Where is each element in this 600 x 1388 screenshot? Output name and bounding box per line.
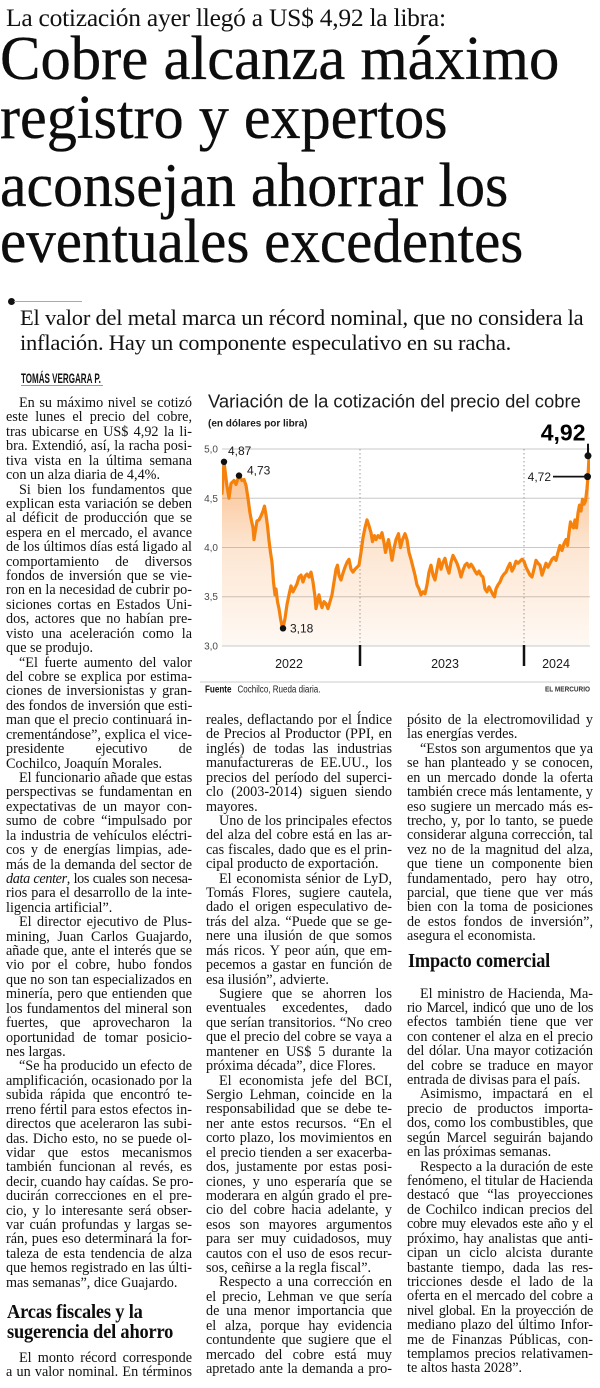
svg-text:4,72: 4,72 <box>528 470 552 484</box>
svg-text:(en dólares por libra): (en dólares por libra) <box>208 419 307 430</box>
svg-text:EL MERCURIO: EL MERCURIO <box>545 686 591 693</box>
svg-text:Fuente: Fuente <box>205 685 232 696</box>
svg-text:3,0: 3,0 <box>204 642 218 653</box>
svg-text:4,92: 4,92 <box>541 419 586 445</box>
svg-text:5,0: 5,0 <box>204 445 218 456</box>
svg-text:4,73: 4,73 <box>247 464 271 478</box>
svg-text:Cochilco, Rueda diaria.: Cochilco, Rueda diaria. <box>238 685 321 696</box>
svg-text:2022: 2022 <box>275 657 303 671</box>
svg-text:Variación de la cotización del: Variación de la cotización del precio de… <box>208 391 581 412</box>
svg-text:4,87: 4,87 <box>228 444 252 458</box>
svg-text:4,0: 4,0 <box>204 543 218 554</box>
svg-text:3,18: 3,18 <box>290 622 314 636</box>
svg-text:2024: 2024 <box>542 657 570 671</box>
svg-text:3,5: 3,5 <box>204 592 218 603</box>
svg-text:2023: 2023 <box>431 657 459 671</box>
svg-text:4,5: 4,5 <box>204 494 218 505</box>
